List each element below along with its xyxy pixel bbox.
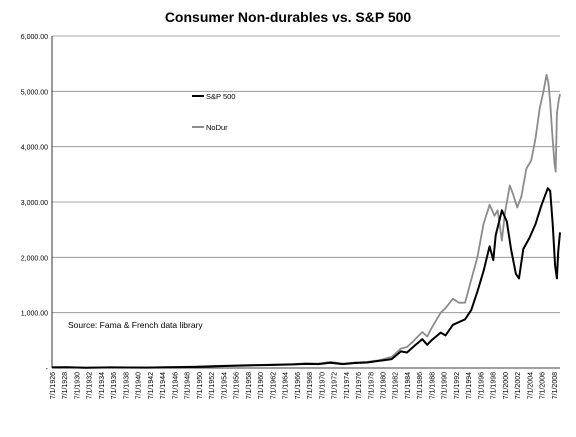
series-lines	[51, 73, 561, 369]
x-tick-label: 7/1/1982	[393, 372, 400, 399]
x-tick-label: 7/1/1996	[478, 372, 485, 399]
x-tick-label: 7/1/1930	[74, 372, 81, 399]
x-tick-label: 7/1/1956	[234, 372, 241, 399]
series-line-s-p-500	[51, 187, 561, 369]
x-tick-label: 7/1/1932	[87, 372, 94, 399]
x-tick-label: 7/1/1970	[319, 372, 326, 399]
x-tick-label: 7/1/1948	[185, 372, 192, 399]
x-tick-label: 7/1/1964	[283, 372, 290, 399]
chart-title: Consumer Non-durables vs. S&P 500	[165, 9, 412, 25]
x-tick-label: 7/1/1942	[148, 372, 155, 399]
grid-lines	[52, 35, 560, 314]
y-tick-label: 1,000.00	[21, 311, 48, 318]
y-tick-label: 2,000.00	[21, 255, 48, 262]
x-tick-label: 7/1/1994	[466, 372, 473, 399]
y-tick-label: 5,000.00	[21, 89, 48, 96]
source-annotation: Source: Fama & French data library	[68, 320, 203, 330]
x-tick-label: 7/1/1992	[454, 372, 461, 399]
x-tick-label: 7/1/1934	[99, 372, 106, 399]
y-tick-label: 3,000.00	[21, 200, 48, 207]
x-tick-label: 7/1/1998	[491, 372, 498, 399]
x-tick-label: 7/1/1984	[405, 372, 412, 399]
legend-label: NoDur	[206, 123, 228, 132]
x-tick-label: 7/1/1966	[295, 372, 302, 399]
y-tick-label: 4,000.00	[21, 145, 48, 152]
x-tick-label: 7/1/1926	[50, 372, 57, 399]
x-tick-label: 7/1/1946	[172, 372, 179, 399]
x-tick-label: 7/1/1938	[123, 372, 130, 399]
x-tick-label: 7/1/1954	[221, 372, 228, 399]
x-tick-label: 7/1/2002	[515, 372, 522, 399]
x-tick-label: 7/1/2000	[503, 372, 510, 399]
legend-label: S&P 500	[206, 92, 235, 101]
x-tick-label: 7/1/1950	[197, 372, 204, 399]
x-tick-label: 7/1/1980	[381, 372, 388, 399]
x-tick-label: 7/1/1962	[270, 372, 277, 399]
x-tick-label: 7/1/1928	[62, 372, 69, 399]
x-tick-label: 7/1/1972	[332, 372, 339, 399]
x-tick-label: 7/1/1990	[442, 372, 449, 399]
x-tick-label: 7/1/1958	[246, 372, 253, 399]
x-tick-label: 7/1/2006	[540, 372, 547, 399]
x-tick-label: 7/1/1974	[344, 372, 351, 399]
legend: S&P 500 NoDur	[192, 92, 235, 132]
axes: 6,000.00 5,000.00 4,000.00 3,000.00 2,000.00…	[21, 34, 560, 399]
y-tick-label: 6,000.00	[21, 34, 48, 41]
x-tick-label: 7/1/1978	[368, 372, 375, 399]
x-tick-label: 7/1/1976	[356, 372, 363, 399]
x-tick-label: 7/1/1988	[429, 372, 436, 399]
x-tick-label: 7/1/2008	[552, 372, 559, 399]
x-tick-label: 7/1/1960	[258, 372, 265, 399]
x-tick-label: 7/1/2004	[527, 372, 534, 399]
x-tick-label: 7/1/1940	[136, 372, 143, 399]
x-tick-label: 7/1/1936	[111, 372, 118, 399]
x-tick-label: 7/1/1952	[209, 372, 216, 399]
x-tick-label: 7/1/1944	[160, 372, 167, 399]
x-tick-label: 7/1/1968	[307, 372, 314, 399]
x-tick-label: 7/1/1986	[417, 372, 424, 399]
y-tick-label: -	[46, 366, 49, 373]
